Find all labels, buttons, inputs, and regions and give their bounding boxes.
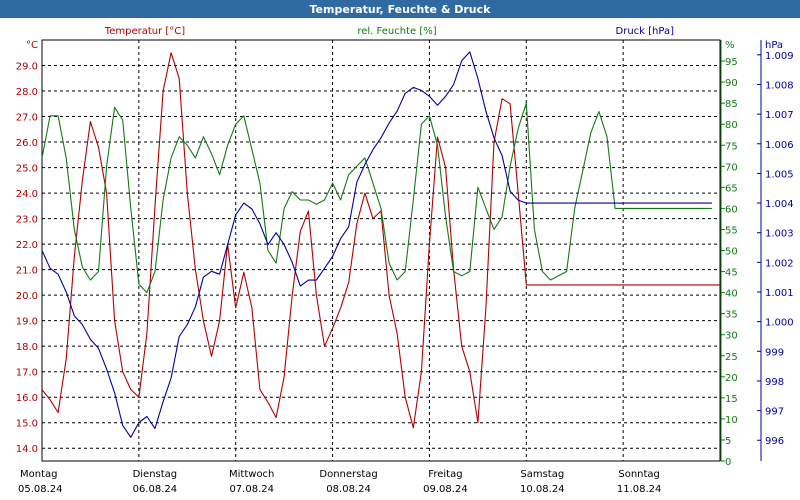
day-date-label: 07.08.24 [229,484,274,495]
temperature-tick-label: 16.0 [16,393,38,404]
pressure-tick-label: 1.004 [765,199,794,210]
day-weekday-label: Montag [20,469,57,480]
day-date-label: 09.08.24 [423,484,468,495]
temperature-axis: 14.0 15.0 16.0 17.0 18.0 19.0 20.0 21.0 22.0 23.0… [16,62,38,456]
humidity-tick-label: 85 [725,99,738,110]
temperature-tick-label: 15.0 [16,419,38,430]
pressure-tick-label: 1.003 [765,229,794,240]
plot-frame [41,39,721,462]
pressure-tick-label: 1.006 [765,140,794,151]
humidity-line [41,102,712,294]
x-axis-day-labels: Montag 05.08.24 Dienstag 06.08.24 Mittwoch 07… [18,469,661,495]
humidity-tick-label: 0 [725,457,731,468]
humidity-axis-title: rel. Feuchte [%] [357,26,436,37]
pressure-line [41,51,712,438]
day-weekday-label: Sonntag [618,469,660,480]
humidity-tick-label: 30 [725,331,738,342]
temperature-tick-label: 28.0 [16,87,38,98]
humidity-tick-label: 90 [725,78,738,89]
day-date-label: 06.08.24 [133,484,178,495]
series [41,51,720,438]
chart-title: Temperatur, Feuchte & Druck [310,3,492,16]
temperature-tick-label: 21.0 [16,266,38,277]
humidity-tick-label: 70 [725,162,738,173]
humidity-tick-label: 65 [725,183,738,194]
pressure-tick-label: 999 [765,347,784,358]
humidity-tick-label: 15 [725,394,738,405]
pressure-tick-label: 1.001 [765,288,794,299]
humidity-axis: 0 5 10 15 20 25 30 35 40 45 50 55 60 65 70 75 80 85 90 95 [720,40,738,468]
day-date-label: 05.08.24 [18,484,63,495]
pressure-tick-label: 1.007 [765,110,794,121]
pressure-tick-label: 998 [765,377,784,388]
pressure-tick-label: 997 [765,407,784,418]
pressure-axis-title: Druck [hPa] [616,26,675,37]
day-weekday-label: Freitag [428,469,462,480]
day-date-label: 11.08.24 [617,484,662,495]
humidity-tick-label: 60 [725,204,738,215]
day-date-label: 08.08.24 [326,484,371,495]
pressure-unit-label: hPa [765,40,783,51]
temperature-tick-label: 17.0 [16,368,38,379]
humidity-tick-label: 35 [725,310,738,321]
pressure-tick-label: 1.002 [765,258,794,269]
day-weekday-label: Dienstag [133,469,178,480]
temperature-tick-label: 24.0 [16,189,38,200]
humidity-tick-label: 40 [725,289,738,300]
temperature-tick-label: 20.0 [16,291,38,302]
humidity-tick-label: 45 [725,268,738,279]
day-weekday-label: Samstag [520,469,564,480]
humidity-tick-label: 20 [725,373,738,384]
humidity-unit-label: % [725,40,735,51]
temperature-tick-label: 29.0 [16,62,38,73]
humidity-tick-label: 75 [725,141,738,152]
temperature-tick-label: 19.0 [16,317,38,328]
pressure-tick-label: 1.009 [765,51,794,62]
humidity-tick-label: 55 [725,225,738,236]
temperature-tick-label: 27.0 [16,113,38,124]
temperature-axis-title: Temperatur [°C] [104,26,185,37]
pressure-tick-label: 1.005 [765,169,794,180]
temperature-tick-label: 14.0 [16,444,38,455]
humidity-tick-label: 50 [725,247,738,258]
temperature-tick-label: 18.0 [16,342,38,353]
temperature-tick-label: 23.0 [16,215,38,226]
day-date-label: 10.08.24 [520,484,565,495]
pressure-axis: 996 997 998 999 1.000 1.001 1.002 1.003 1.004 1.0… [757,40,794,461]
title-bar [0,0,800,18]
day-weekday-label: Donnerstag [319,469,377,480]
pressure-tick-label: 996 [765,436,784,447]
temperature-unit-label: °C [26,40,38,51]
day-weekday-label: Mittwoch [229,469,274,480]
humidity-tick-label: 95 [725,57,738,68]
temperature-tick-label: 26.0 [16,138,38,149]
grid [41,39,721,462]
humidity-tick-label: 10 [725,415,738,426]
humidity-tick-label: 25 [725,352,738,363]
pressure-tick-label: 1.008 [765,80,794,91]
humidity-tick-label: 5 [725,436,731,447]
humidity-tick-label: 80 [725,120,738,131]
pressure-tick-label: 1.000 [765,318,794,329]
temperature-tick-label: 25.0 [16,164,38,175]
temperature-tick-label: 22.0 [16,240,38,251]
